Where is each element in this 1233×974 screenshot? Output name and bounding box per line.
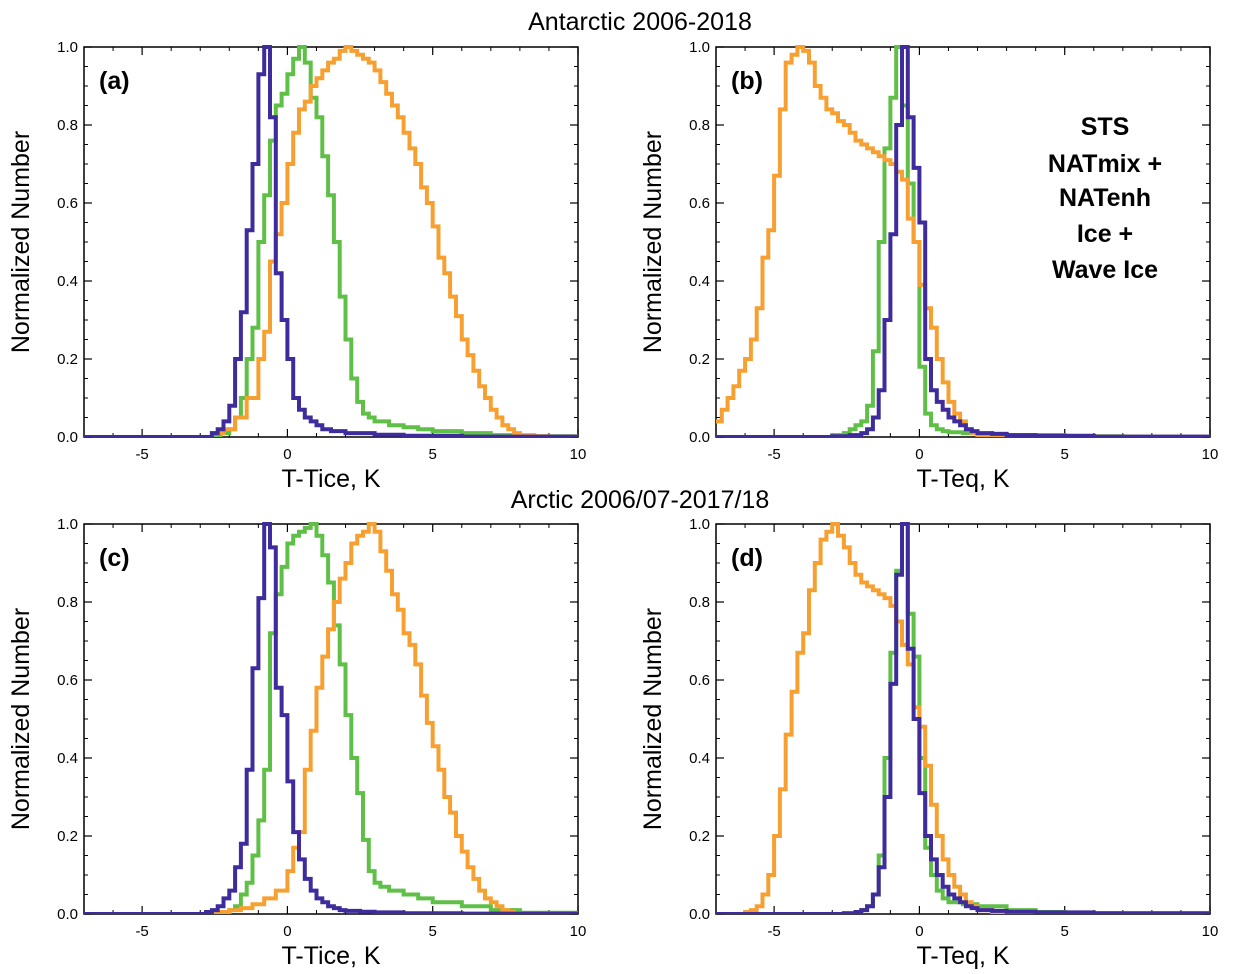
- panel-a-ytick-label: 0.8: [57, 117, 78, 134]
- panel-b-xlabel: T-Teq, K: [916, 465, 1009, 493]
- legend-natenh: NATenh: [1059, 184, 1151, 212]
- panel-c-xtick-label: 5: [429, 923, 437, 940]
- panel-d-xtick-label: 5: [1061, 923, 1069, 940]
- panel-b-ylabel: Normalized Number: [639, 131, 667, 353]
- panel-d-xtick-label: 10: [1202, 923, 1219, 940]
- row-title-arctic: Arctic 2006/07-2017/18: [511, 486, 770, 514]
- panel-d-ytick-label: 0.4: [689, 750, 710, 767]
- legend-natmix: NATmix +: [1048, 150, 1162, 178]
- panel-d-xlabel: T-Teq, K: [916, 942, 1009, 970]
- panel-b: -5 0 5 10 0.0 0.2 0.4 0.6 0.8 1.0 T-Teq, K Normaliz…: [639, 39, 1218, 493]
- panel-a-xtick-label: 10: [570, 446, 587, 463]
- panel-a-xlabel: T-Tice, K: [281, 465, 380, 493]
- panel-b-ytick-label: 0.4: [689, 273, 710, 290]
- panel-d-ytick-label: 1.0: [689, 516, 710, 533]
- panel-d-ytick-label: 0.2: [689, 828, 710, 845]
- panel-c-ytick-label: 0.6: [57, 672, 78, 689]
- panel-d: -5 0 5 10 0.0 0.2 0.4 0.6 0.8 1.0 T-Teq, K Normaliz…: [639, 516, 1218, 970]
- panel-c-ytick-label: 1.0: [57, 516, 78, 533]
- panel-c-ytick-label: 0.8: [57, 594, 78, 611]
- panel-b-series-sts: [716, 45, 1210, 437]
- panel-a-series-group: [84, 45, 578, 437]
- panel-b-ytick-label: 0.2: [689, 351, 710, 368]
- panel-c-label: (c): [99, 544, 130, 572]
- panel-d-xtick-label: -5: [767, 923, 780, 940]
- panel-d-label: (d): [731, 544, 763, 572]
- panel-c: -5 0 5 10 0.0 0.2 0.4 0.6 0.8 1.0 T-Tice, K Normali…: [7, 516, 586, 970]
- panel-d-series-group: [716, 522, 1210, 914]
- panel-b-xtick-label: 0: [915, 446, 923, 463]
- panel-a-xtick-label: -5: [135, 446, 148, 463]
- panel-b-xtick-label: -5: [767, 446, 780, 463]
- panel-b-ytick-label: 0.0: [689, 429, 710, 446]
- panel-b-xtick-label: 5: [1061, 446, 1069, 463]
- panel-c-xlabel: T-Tice, K: [281, 942, 380, 970]
- panel-a-series-ice: [84, 45, 578, 437]
- panel-b-series-nat: [716, 45, 1210, 437]
- panel-a-series-nat: [84, 45, 578, 437]
- panel-a-ytick-label: 1.0: [57, 39, 78, 56]
- panel-b-ytick-label: 0.8: [689, 117, 710, 134]
- panel-c-xtick-label: -5: [135, 923, 148, 940]
- legend-sts: STS: [1081, 113, 1130, 141]
- panel-c-xtick-label: 0: [283, 923, 291, 940]
- panel-a-frame: [83, 46, 579, 438]
- panel-c-series-group: [84, 522, 578, 914]
- panel-a-ytick-label: 0.4: [57, 273, 78, 290]
- panel-a-ytick-label: 0.2: [57, 351, 78, 368]
- panel-b-series-group: [716, 45, 1210, 437]
- panel-a-ytick-label: 0.0: [57, 429, 78, 446]
- panel-c-xtick-label: 10: [570, 923, 587, 940]
- panel-c-ytick-label: 0.4: [57, 750, 78, 767]
- panel-b-ytick-label: 0.6: [689, 195, 710, 212]
- panel-c-ytick-label: 0.0: [57, 906, 78, 923]
- panel-b-frame: [715, 46, 1211, 438]
- panel-a-label: (a): [99, 67, 130, 95]
- panel-d-series-ice: [716, 522, 1210, 914]
- panel-a: -5 0 5 10 0.0 0.2 0.4 0.6 0.8 1.0 T-Tice, K Normali…: [7, 39, 586, 493]
- legend: STS NATmix + NATenh Ice + Wave Ice: [1048, 113, 1162, 284]
- panel-a-series-sts: [84, 45, 578, 437]
- panel-c-series-nat: [84, 522, 578, 914]
- panel-a-xtick-label: 5: [429, 446, 437, 463]
- panel-a-ylabel: Normalized Number: [7, 131, 35, 353]
- panel-d-xtick-label: 0: [915, 923, 923, 940]
- panel-b-xtick-label: 10: [1202, 446, 1219, 463]
- panel-c-series-ice: [84, 522, 578, 914]
- panel-b-label: (b): [731, 67, 763, 95]
- legend-ice: Ice +: [1077, 220, 1133, 248]
- panel-b-series-ice: [716, 45, 1210, 437]
- panel-a-xtick-label: 0: [283, 446, 291, 463]
- panel-d-series-nat: [716, 522, 1210, 914]
- row-title-antarctic: Antarctic 2006-2018: [528, 8, 752, 36]
- panel-c-ytick-label: 0.2: [57, 828, 78, 845]
- panel-c-ylabel: Normalized Number: [7, 608, 35, 830]
- legend-wave-ice: Wave Ice: [1052, 256, 1158, 284]
- panel-b-ytick-label: 1.0: [689, 39, 710, 56]
- panel-a-ytick-label: 0.6: [57, 195, 78, 212]
- panel-d-ytick-label: 0.6: [689, 672, 710, 689]
- panel-d-ylabel: Normalized Number: [639, 608, 667, 830]
- panel-d-ytick-label: 0.8: [689, 594, 710, 611]
- panel-c-series-sts: [84, 522, 578, 914]
- panel-d-ytick-label: 0.0: [689, 906, 710, 923]
